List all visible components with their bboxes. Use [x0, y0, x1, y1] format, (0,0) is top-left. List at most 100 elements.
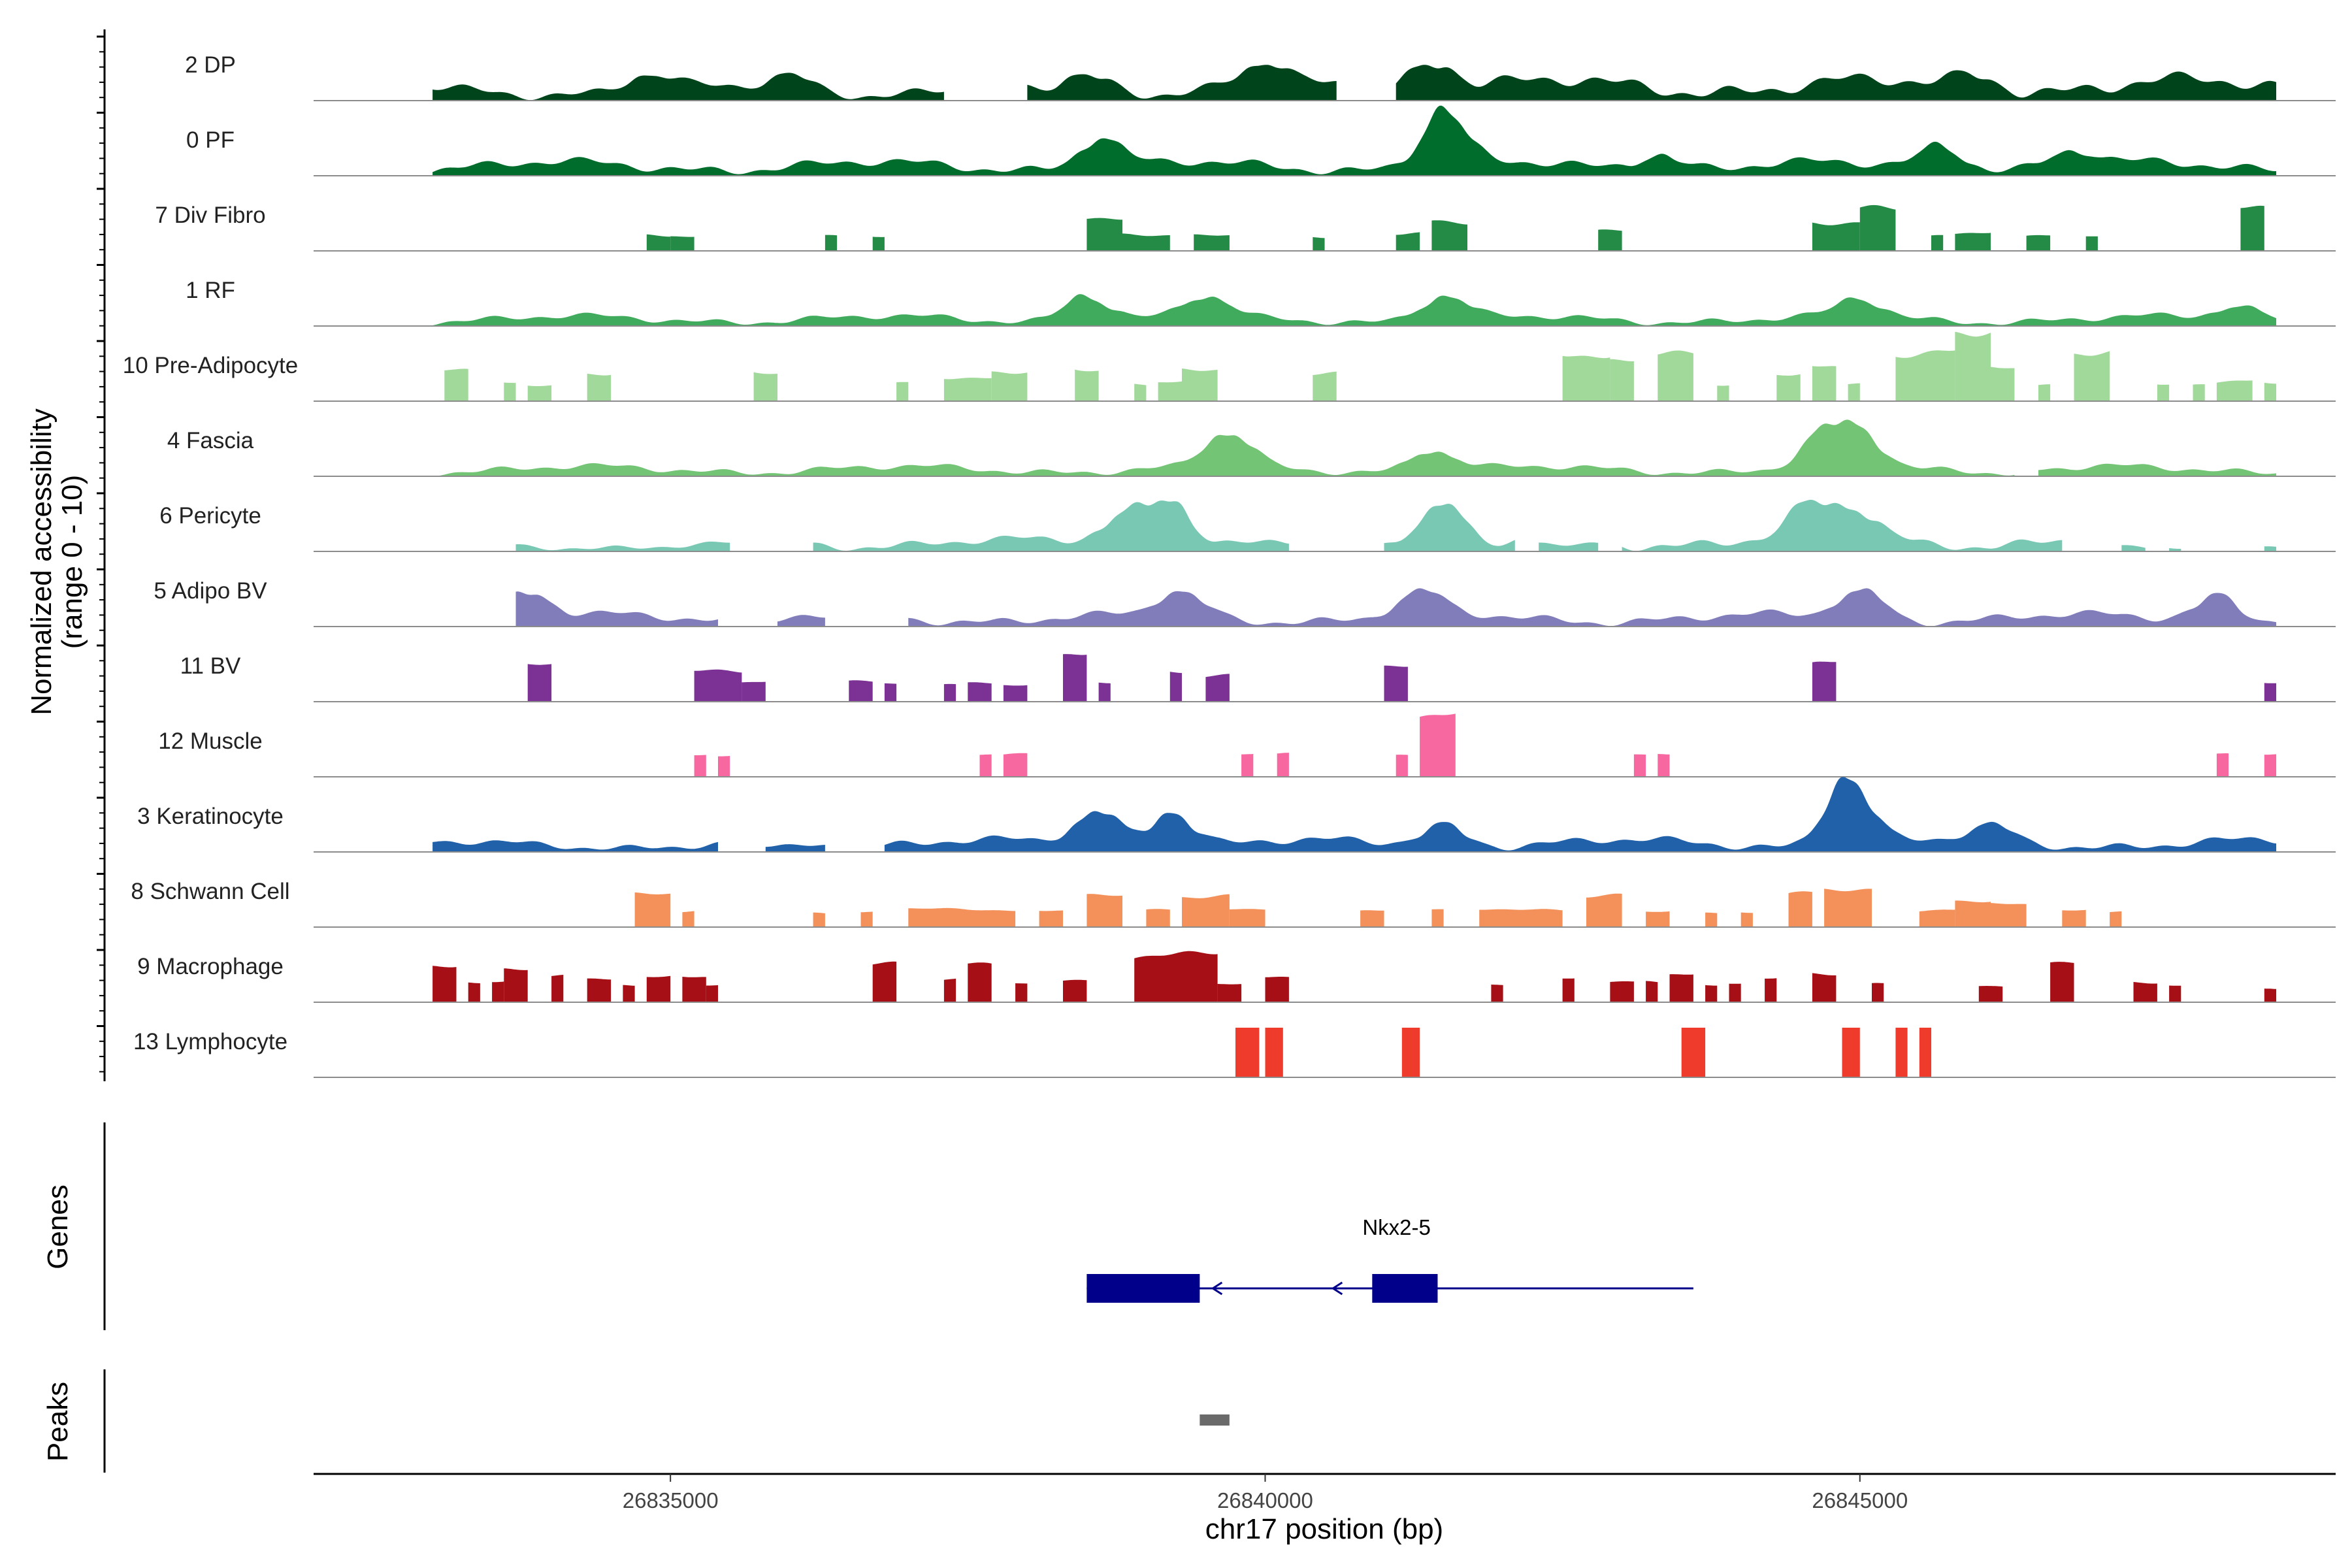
coverage-region — [670, 236, 694, 251]
coverage-region — [1384, 504, 1515, 551]
track-4: 1 RF — [186, 278, 2336, 327]
coverage-region — [1420, 713, 1456, 777]
track-11: 3 Keratinocyte — [137, 777, 2336, 853]
coverage-region — [2240, 205, 2264, 251]
track-label: 2 DP — [185, 52, 236, 78]
coverage-region — [1705, 985, 1718, 1002]
coverage-region — [2169, 548, 2181, 551]
coverage-region — [1401, 1028, 1420, 1077]
coverage-region — [1158, 381, 1182, 401]
coverage-region — [777, 615, 825, 627]
coverage-region — [1313, 371, 1337, 401]
coverage-region — [2085, 236, 2098, 251]
track-1: 2 DP — [185, 52, 2336, 101]
coverage-region — [1812, 973, 1837, 1002]
coverage-region — [1539, 542, 1599, 551]
coverage-region — [2169, 985, 2181, 1002]
coverage-region — [1812, 366, 1837, 401]
coverage-region — [1027, 65, 1337, 101]
coverage-region — [2038, 463, 2276, 476]
track-label: 11 BV — [180, 653, 241, 679]
coverage-region — [1633, 754, 1646, 777]
coverage-region — [1396, 232, 1420, 251]
coverage-region — [634, 892, 671, 927]
coverage-region — [1955, 900, 1991, 927]
coverage-region — [2026, 235, 2051, 251]
x-axis-tick-label: 26840000 — [1217, 1488, 1313, 1512]
y-axis-title-line1: Normalized accessibility — [25, 408, 57, 715]
track-2: 0 PF — [186, 105, 2336, 176]
coverage-region — [1229, 909, 1266, 927]
coverage-region — [433, 966, 457, 1002]
coverage-region — [1586, 893, 1622, 927]
coverage-region — [682, 977, 706, 1002]
gene-name-label: Nkx2-5 — [1362, 1215, 1431, 1239]
track-label: 0 PF — [186, 127, 235, 153]
coverage-y-axis-ticks — [97, 35, 105, 1073]
coverage-region — [1646, 981, 1658, 1002]
coverage-region — [813, 500, 1289, 551]
coverage-region — [1812, 661, 1837, 702]
coverage-region — [2193, 384, 2205, 401]
coverage-region — [872, 961, 897, 1002]
coverage-region — [1146, 909, 1170, 927]
coverage-region — [1205, 674, 1230, 702]
coverage-region — [943, 683, 956, 702]
coverage-region — [1134, 951, 1218, 1002]
coverage-region — [1658, 754, 1670, 777]
track-label: 8 Schwann Cell — [131, 879, 289, 904]
coverage-region — [742, 681, 766, 702]
coverage-region — [1978, 986, 2003, 1002]
coverage-region — [1098, 682, 1111, 702]
coverage-region — [1895, 1028, 1908, 1077]
coverage-region — [2264, 754, 2276, 777]
track-label: 5 Adipo BV — [154, 578, 267, 604]
track-3: 7 Div Fibro — [155, 203, 2336, 252]
genes-track: Genes Nkx2-5 — [42, 1122, 1693, 1330]
coverage-region — [504, 968, 528, 1002]
track-label: 7 Div Fibro — [155, 203, 265, 228]
coverage-region — [1182, 894, 1230, 927]
peaks-track: Peaks — [42, 1369, 1230, 1473]
coverage-region — [718, 756, 730, 777]
coverage-region — [979, 754, 992, 777]
coverage-region — [587, 978, 612, 1002]
coverage-region — [468, 982, 480, 1002]
coverage-region — [1491, 985, 1503, 1002]
coverage-region — [1265, 1028, 1283, 1077]
track-label: 1 RF — [186, 278, 235, 303]
coverage-region — [694, 669, 742, 702]
coverage-region — [1765, 978, 1777, 1002]
coverage-region — [1919, 1028, 1931, 1077]
track-label: 3 Keratinocyte — [137, 804, 284, 829]
coverage-region — [1705, 912, 1718, 927]
coverage-region — [1669, 974, 1693, 1002]
coverage-region — [1812, 222, 1860, 251]
coverage-region — [884, 777, 2277, 852]
coverage-region — [694, 755, 706, 777]
coverage-region — [1217, 984, 1242, 1002]
track-label: 10 Pre-Adipocyte — [123, 353, 298, 378]
coverage-region — [1598, 229, 1622, 251]
coverage-region — [943, 378, 992, 401]
coverage-region — [2050, 962, 2074, 1002]
gene-model — [1086, 1274, 1693, 1303]
coverage-region — [860, 911, 873, 927]
coverage-region — [1134, 384, 1147, 401]
coverage-region — [1086, 218, 1122, 251]
coverage-region — [1681, 1028, 1706, 1077]
coverage-region — [433, 73, 944, 101]
coverage-region — [1086, 894, 1122, 927]
coverage-region — [1003, 685, 1028, 702]
coverage-region — [1991, 903, 2027, 927]
coverage-region — [1313, 237, 1325, 251]
coverage-region — [1842, 1028, 1860, 1077]
coverage-region — [1063, 979, 1087, 1002]
coverage-region — [1955, 331, 1991, 401]
track-14: 13 Lymphocyte — [133, 1028, 2336, 1078]
coverage-region — [587, 374, 612, 401]
coverage-region — [1562, 978, 1575, 1002]
y-axis-title-line2: (range 0 - 10) — [56, 475, 88, 649]
coverage-region — [896, 382, 909, 401]
coverage-region — [2062, 909, 2086, 927]
